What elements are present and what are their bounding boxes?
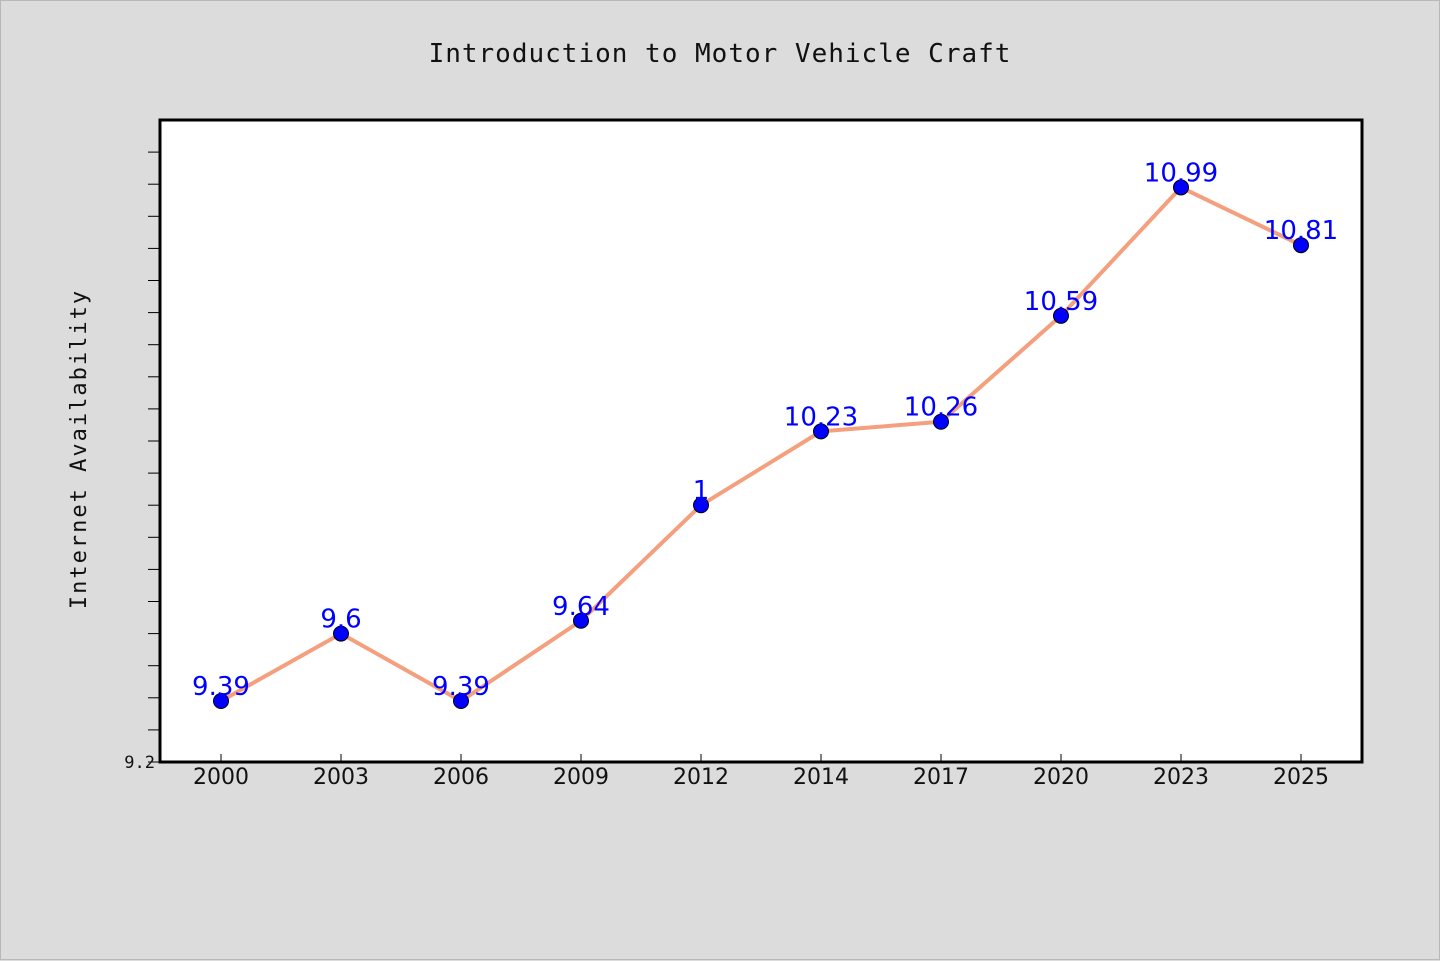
data-point (1053, 307, 1069, 324)
data-label: 10.26 (904, 393, 978, 423)
chart-title: Introduction to Motor Vehicle Craft (429, 39, 1012, 69)
x-tick-label: 2012 (673, 765, 729, 790)
data-label: 9.39 (192, 672, 250, 702)
x-tick-label: 2000 (193, 765, 249, 790)
series-line (219, 185, 1303, 704)
data-point (333, 625, 349, 642)
y-tick-label: 9.2 (124, 753, 155, 773)
data-label: 1 (693, 476, 710, 506)
data-label: 9.39 (432, 672, 490, 702)
x-tick-label: 2003 (313, 765, 369, 790)
data-label: 10.81 (1264, 216, 1338, 246)
x-tick-label: 2017 (913, 765, 969, 790)
data-point (213, 693, 229, 710)
x-tick-label: 2014 (793, 765, 849, 790)
data-point (1293, 237, 1309, 254)
data-point (1173, 179, 1189, 196)
y-axis-ticks: 9.2 (124, 151, 160, 773)
data-label: 10.23 (784, 402, 858, 432)
data-label: 9.6 (320, 605, 361, 635)
data-point (693, 497, 709, 514)
data-label: 10.59 (1024, 287, 1098, 317)
x-tick-label: 2020 (1033, 765, 1089, 790)
plot-frame (158, 118, 1364, 764)
data-label: 9.64 (552, 592, 610, 622)
x-axis-ticks: 2000 2003 2006 2009 2012 2014 2017 2020 2023 2025 (193, 754, 1329, 790)
x-tick-label: 2006 (433, 765, 489, 790)
data-point (453, 693, 469, 710)
y-axis-label: Internet Availability (67, 289, 92, 609)
data-label: 10.99 (1144, 158, 1218, 188)
series-line-group (219, 185, 1303, 704)
plot-area (160, 120, 1362, 762)
data-markers (213, 179, 1309, 710)
x-tick-label: 2009 (553, 765, 609, 790)
x-tick-label: 2023 (1153, 765, 1209, 790)
data-point (933, 413, 949, 430)
x-tick-label: 2025 (1273, 765, 1329, 790)
data-point (813, 423, 829, 440)
data-labels: 9.39 9.6 9.39 9.64 1 10.23 10.26 10.59 10.99 10.8… (192, 158, 1338, 702)
data-point (573, 612, 589, 629)
